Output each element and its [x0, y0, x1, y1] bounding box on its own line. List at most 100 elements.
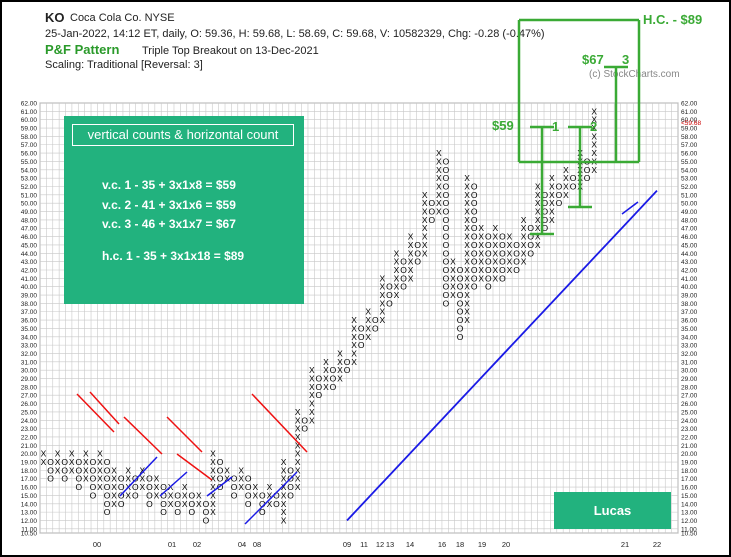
o-box: O	[443, 257, 450, 267]
o-box: O	[203, 515, 210, 525]
x-box: X	[295, 457, 301, 467]
x-box: X	[535, 181, 541, 191]
x-box: X	[478, 232, 484, 242]
x-box: X	[281, 499, 287, 509]
o-box: O	[231, 490, 238, 500]
o-box: O	[259, 507, 266, 517]
y-tick-right: 11.00	[681, 526, 697, 533]
o-box: O	[330, 382, 337, 392]
author-badge: Lucas	[554, 492, 671, 529]
o-box: O	[344, 365, 351, 375]
o-box: O	[358, 340, 365, 350]
y-tick-right: 38.00	[681, 301, 698, 308]
count-summary-box: vertical counts & horizontal count v.c. …	[64, 116, 304, 304]
x-box: X	[521, 248, 527, 258]
o-box: O	[90, 490, 97, 500]
y-tick-left: 41.00	[21, 276, 38, 283]
o-box: O	[541, 207, 548, 217]
x-box: X	[380, 282, 386, 292]
o-box: O	[584, 173, 591, 183]
x-box: X	[464, 298, 470, 308]
y-tick-right: 44.00	[681, 251, 698, 258]
x-box: X	[323, 374, 329, 384]
company-name: Coca Cola Co. NYSE	[70, 12, 175, 24]
x-year-label: 14	[406, 540, 414, 549]
o-box: O	[527, 248, 534, 258]
scaling-info: Scaling: Traditional [Reversal: 3]	[45, 59, 203, 71]
x-box: X	[281, 482, 287, 492]
x-box: X	[267, 482, 273, 492]
o-box: O	[457, 290, 464, 300]
x-box: X	[309, 374, 315, 384]
y-tick-right: 28.00	[681, 384, 698, 391]
o-box: O	[203, 499, 210, 509]
y-tick-right: 62.00	[681, 101, 698, 108]
o-box: O	[118, 482, 125, 492]
x-box: X	[408, 257, 414, 267]
x-box: X	[309, 415, 315, 425]
x-box: X	[238, 465, 244, 475]
y-tick-right: 51.00	[681, 192, 698, 199]
y-tick-right: 46.00	[681, 234, 698, 241]
o-box: O	[75, 457, 82, 467]
o-box: O	[513, 248, 520, 258]
o-box: O	[400, 257, 407, 267]
x-box: X	[140, 482, 146, 492]
x-year-label: 01	[168, 540, 176, 549]
resistance-trendline	[176, 453, 213, 481]
o-box: O	[301, 424, 308, 434]
y-tick-left: 42.00	[21, 267, 38, 274]
o-box: O	[245, 482, 252, 492]
o-box: O	[527, 240, 534, 250]
o-box: O	[47, 457, 54, 467]
o-box: O	[386, 282, 393, 292]
o-box: O	[499, 257, 506, 267]
y-tick-left: 50.00	[21, 201, 38, 208]
x-box: X	[464, 257, 470, 267]
o-box: O	[400, 282, 407, 292]
x-box: X	[408, 248, 414, 258]
y-tick-right: 30.00	[681, 368, 698, 375]
x-box: X	[168, 490, 174, 500]
x-box: X	[295, 474, 301, 484]
x-box: X	[111, 499, 117, 509]
o-box: O	[485, 273, 492, 283]
o-box: O	[471, 232, 478, 242]
y-tick-left: 56.00	[21, 151, 38, 158]
y-tick-left: 12.00	[21, 518, 38, 525]
count-marker-1: 1	[552, 119, 560, 134]
y-tick-left: 39.00	[21, 293, 38, 300]
o-box: O	[443, 240, 450, 250]
o-box: O	[104, 474, 111, 484]
y-tick-left: 16.00	[21, 485, 38, 492]
o-box: O	[499, 248, 506, 258]
x-box: X	[210, 465, 216, 475]
y-tick-left: 37.00	[21, 309, 38, 316]
o-box: O	[316, 390, 323, 400]
y-tick-left: 31.00	[21, 359, 38, 366]
x-box: X	[436, 156, 442, 166]
x-year-label: 19	[478, 540, 486, 549]
x-box: X	[365, 307, 371, 317]
y-tick-right: 37.00	[681, 309, 698, 316]
count-marker-2: 2	[590, 119, 598, 134]
x-box: X	[210, 482, 216, 492]
x-box: X	[309, 365, 315, 375]
o-box: O	[485, 282, 492, 292]
x-box: X	[337, 365, 343, 375]
x-box: X	[422, 240, 428, 250]
x-box: X	[493, 257, 499, 267]
x-box: X	[83, 465, 89, 475]
o-box: O	[386, 290, 393, 300]
o-box: O	[556, 198, 563, 208]
y-tick-left: 17.00	[21, 476, 38, 483]
x-box: X	[309, 382, 315, 392]
y-tick-left: 61.00	[21, 109, 38, 116]
pattern-label: P&F Pattern	[45, 42, 120, 57]
x-box: X	[535, 207, 541, 217]
o-box: O	[527, 232, 534, 242]
o-box: O	[443, 190, 450, 200]
x-year-label: 00	[93, 540, 101, 549]
x-box: X	[464, 173, 470, 183]
x-box: X	[408, 273, 414, 283]
